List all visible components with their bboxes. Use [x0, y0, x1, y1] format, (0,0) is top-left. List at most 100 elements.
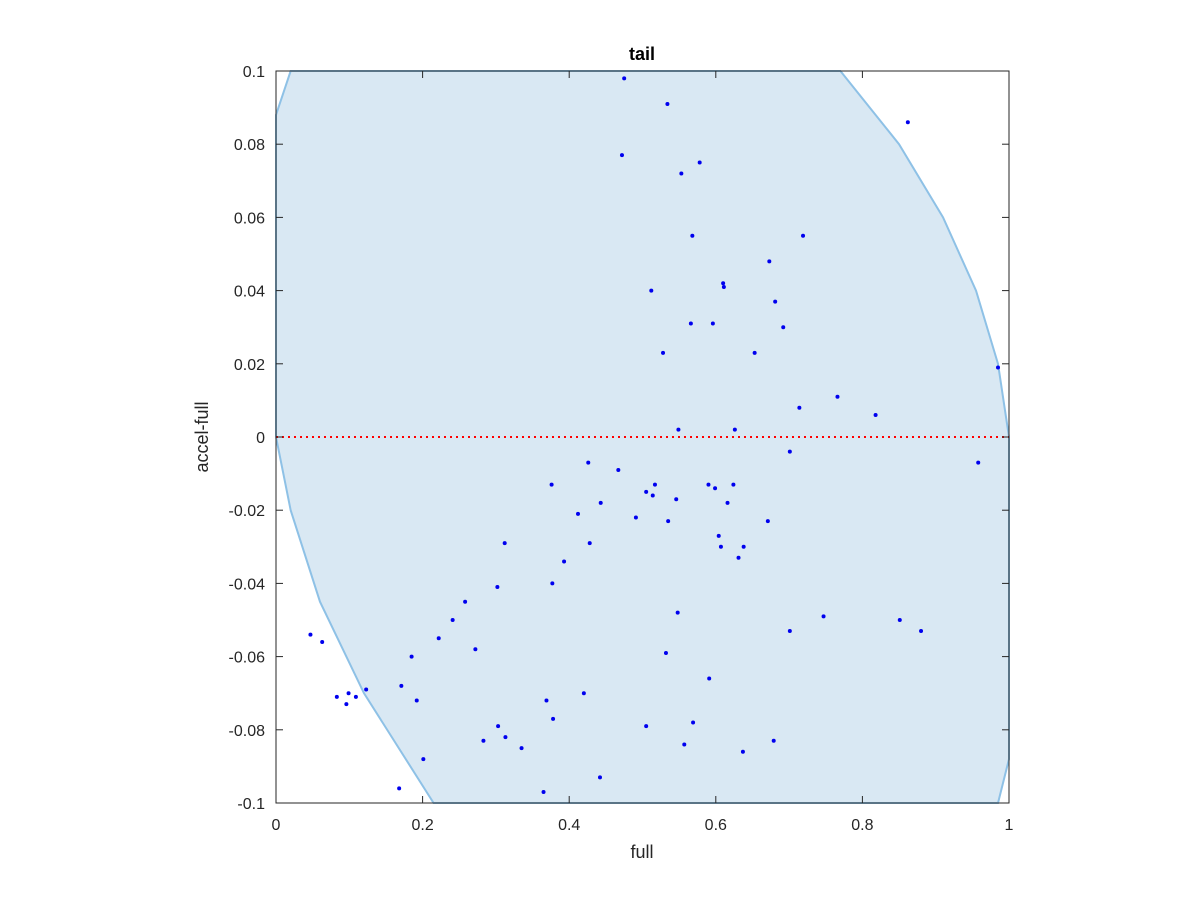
data-point: [587, 541, 592, 546]
data-point: [821, 614, 826, 619]
y-tick-label: 0.06: [234, 210, 265, 227]
data-point: [688, 321, 693, 326]
data-point: [710, 321, 715, 326]
x-tick-label: 1: [1005, 817, 1014, 834]
chart-title: tail: [629, 44, 655, 64]
data-point: [541, 790, 546, 795]
data-point: [765, 519, 770, 524]
data-point: [905, 120, 910, 125]
data-point: [682, 742, 687, 747]
data-point: [399, 683, 404, 688]
data-point: [781, 325, 786, 330]
plot-area: 0 0.2 0.4 0.6 0.8 1 0.1 0.08 0.06 0.04 0.02 0 -0.02…: [229, 64, 1014, 834]
data-point: [835, 394, 840, 399]
y-tick-label: 0.02: [234, 357, 265, 374]
data-point: [652, 482, 657, 487]
data-point: [716, 533, 721, 538]
x-tick-label: 0: [272, 817, 281, 834]
data-point: [731, 482, 736, 487]
data-point: [649, 288, 654, 293]
data-point: [346, 691, 351, 696]
data-point: [598, 500, 603, 505]
data-point: [502, 541, 507, 546]
x-tick-label: 0.2: [411, 817, 433, 834]
data-point: [586, 460, 591, 465]
data-point: [665, 101, 670, 106]
y-tick-label: 0.1: [243, 64, 265, 81]
data-point: [334, 694, 339, 699]
data-point: [706, 482, 711, 487]
data-point: [787, 449, 792, 454]
data-point: [663, 650, 668, 655]
data-point: [450, 618, 455, 622]
data-point: [996, 365, 1001, 370]
data-point: [675, 610, 680, 615]
data-point: [644, 489, 649, 494]
data-point: [721, 281, 726, 286]
data-point: [495, 585, 500, 590]
data-point: [690, 233, 695, 238]
data-point: [650, 493, 655, 498]
data-point: [676, 427, 681, 432]
data-point: [976, 460, 981, 465]
data-point: [551, 716, 556, 721]
data-point: [473, 647, 478, 652]
data-point: [550, 581, 555, 586]
data-point: [364, 687, 369, 692]
data-point: [801, 233, 806, 238]
data-point: [463, 599, 468, 604]
x-axis-ticks: 0 0.2 0.4 0.6 0.8 1: [272, 71, 1014, 834]
data-point: [436, 636, 441, 641]
data-point: [308, 632, 313, 637]
data-point: [897, 618, 902, 622]
data-point: [633, 515, 638, 520]
data-point: [713, 486, 718, 491]
y-tick-label: -0.04: [229, 576, 266, 593]
y-tick-label: -0.1: [237, 796, 265, 813]
data-point: [397, 786, 402, 791]
data-point: [691, 720, 696, 725]
y-axis-label: accel-full: [192, 401, 212, 472]
data-point: [519, 746, 524, 751]
data-point: [581, 691, 586, 696]
data-point: [616, 467, 621, 472]
x-tick-label: 0.8: [851, 817, 873, 834]
y-axis-ticks: 0.1 0.08 0.06 0.04 0.02 0 -0.02 -0.04 -0.06 -0.08…: [229, 64, 1009, 813]
data-point: [421, 757, 426, 762]
data-point: [771, 738, 776, 743]
data-point: [919, 628, 924, 633]
data-point: [752, 350, 757, 355]
data-point: [873, 413, 878, 418]
data-point: [496, 724, 501, 729]
data-point: [661, 350, 666, 355]
data-point: [787, 628, 792, 633]
data-point: [773, 299, 778, 304]
data-point: [622, 76, 627, 81]
data-point: [619, 153, 624, 158]
data-point: [721, 284, 726, 289]
data-point: [666, 519, 671, 524]
data-point: [725, 500, 730, 505]
data-point: [674, 497, 679, 502]
data-point: [697, 160, 702, 165]
data-point: [481, 738, 486, 743]
y-tick-label: -0.06: [229, 650, 266, 667]
y-tick-label: -0.02: [229, 503, 266, 520]
data-point: [344, 702, 349, 707]
data-point: [320, 639, 325, 644]
data-point: [575, 511, 580, 516]
data-point: [741, 544, 746, 549]
x-axis-label: full: [630, 842, 653, 862]
data-point: [732, 427, 737, 432]
data-point: [544, 698, 549, 703]
data-point: [549, 482, 554, 487]
data-point: [414, 698, 419, 703]
data-point: [797, 405, 802, 410]
data-point: [597, 775, 602, 780]
y-tick-label: -0.08: [229, 723, 266, 740]
data-point: [740, 749, 745, 754]
y-tick-label: 0: [256, 430, 265, 447]
data-points: [308, 76, 1001, 795]
y-tick-label: 0.08: [234, 137, 265, 154]
